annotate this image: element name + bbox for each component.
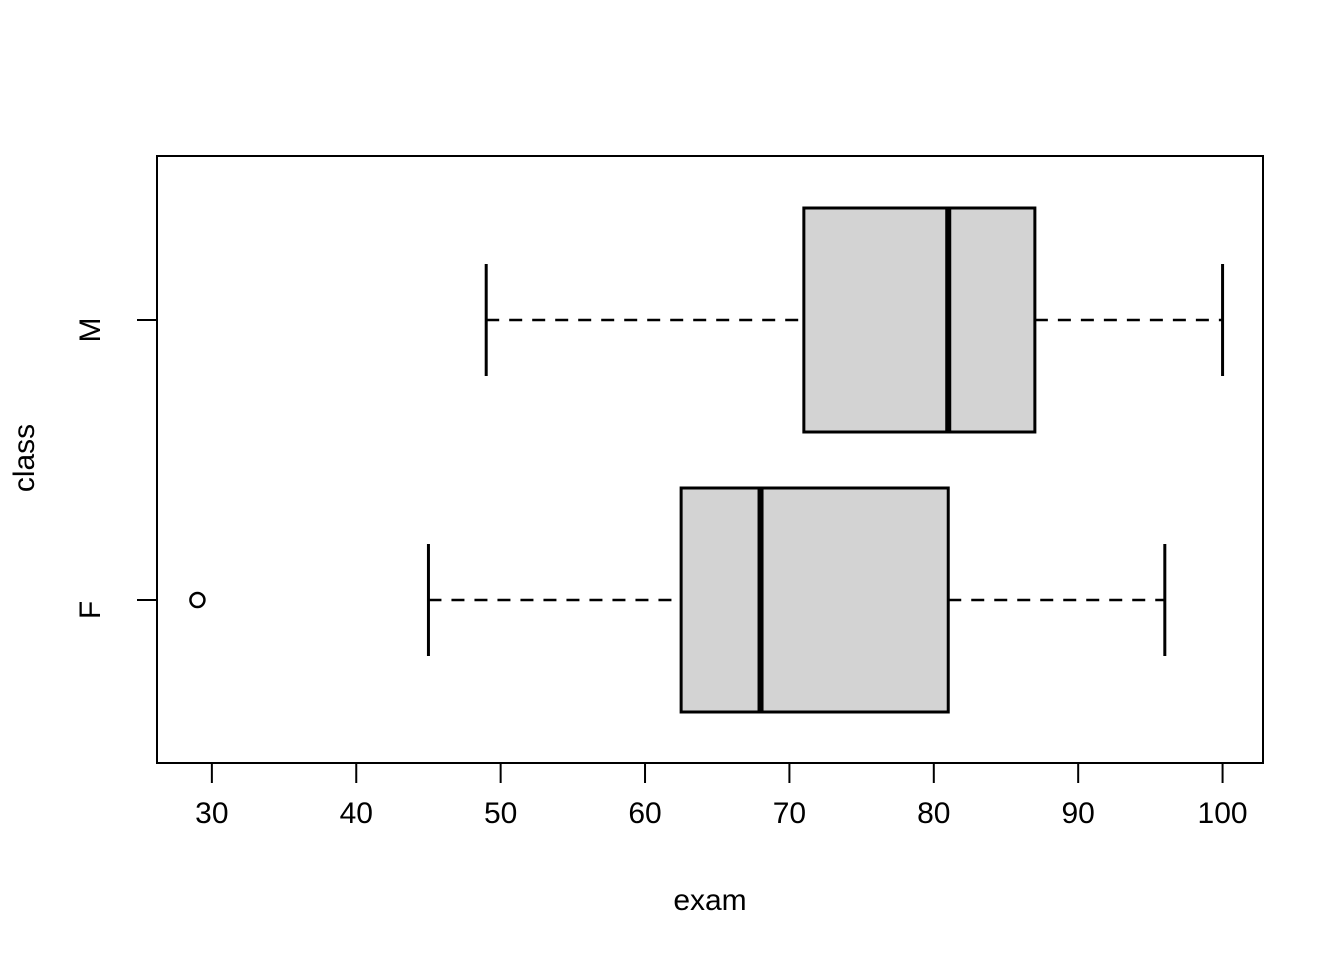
x-tick-label: 70 (773, 797, 806, 830)
iqr-box-m (802, 206, 1037, 434)
plot-border (156, 155, 1264, 764)
x-tick-label: 80 (917, 797, 950, 830)
outlier-point (189, 591, 206, 609)
category-label: M (74, 318, 107, 343)
category-label: F (74, 601, 107, 619)
x-tick-label: 60 (628, 797, 661, 830)
y-axis-title: class (8, 423, 41, 493)
iqr-box-f (679, 486, 950, 714)
x-tick-label: 50 (484, 797, 517, 830)
x-tick-label: 40 (340, 797, 373, 830)
x-tick-label: 90 (1061, 797, 1094, 830)
x-axis-title: exam (673, 884, 747, 917)
x-tick-label: 100 (1198, 797, 1248, 830)
x-tick-label: 30 (195, 797, 228, 830)
